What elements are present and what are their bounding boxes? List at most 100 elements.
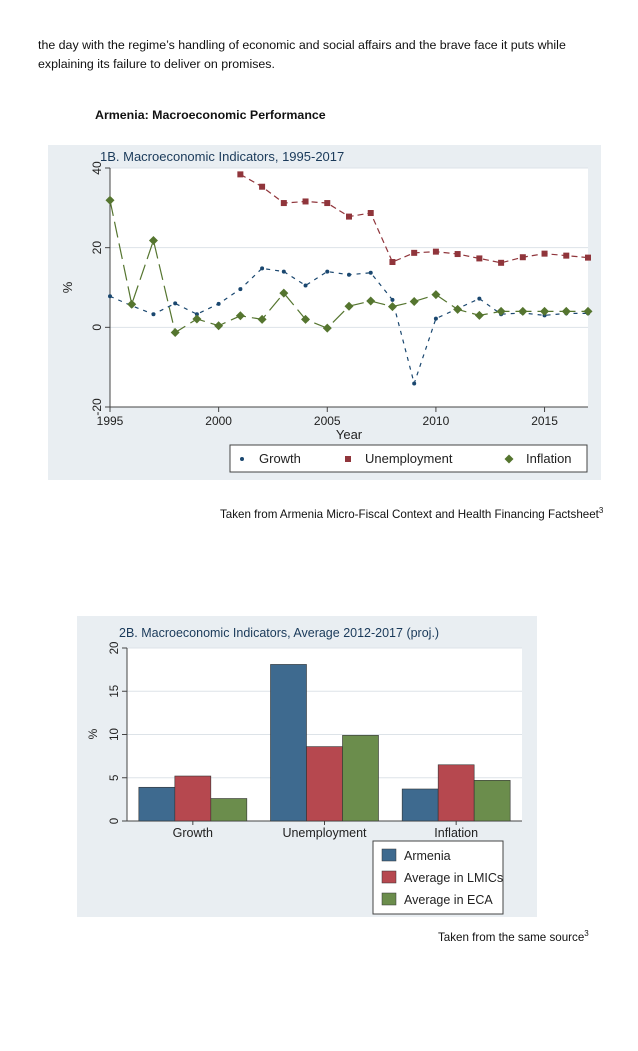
point-growth-2006 — [347, 272, 351, 277]
chart2-category-label-0: Growth — [173, 826, 213, 840]
point-unemployment-2005 — [324, 200, 331, 207]
chart2-ytick-label-2: 10 — [109, 728, 121, 741]
chart1-legend-label-inflation: Inflation — [526, 451, 572, 466]
chart1-ytick-label-2: 20 — [90, 241, 104, 255]
chart1-caption-text: Taken from Armenia Micro-Fiscal Context … — [220, 508, 599, 521]
point-unemployment-2016 — [563, 252, 570, 259]
point-inflation-1997 — [148, 235, 158, 245]
point-unemployment-2013 — [498, 259, 505, 266]
chart1-plot-area — [110, 168, 588, 407]
point-inflation-2011 — [453, 304, 463, 314]
chart2-y-axis-label: % — [86, 728, 100, 739]
point-unemployment-2011 — [454, 251, 461, 258]
bar-inflation-armenia — [401, 788, 439, 822]
point-unemployment-2004 — [302, 198, 309, 205]
point-unemployment-2009 — [411, 249, 418, 256]
chart1-xtick-label-4: 2015 — [531, 414, 558, 428]
point-unemployment-2008 — [389, 259, 396, 266]
point-inflation-1999 — [192, 314, 202, 324]
point-inflation-2012 — [474, 310, 484, 320]
point-inflation-2001 — [235, 311, 245, 321]
point-growth-2004 — [303, 283, 308, 288]
chart1-caption: Taken from Armenia Micro-Fiscal Context … — [220, 506, 604, 521]
point-growth-1998 — [173, 301, 178, 306]
chart1-xtick-label-3: 2010 — [423, 414, 450, 428]
point-growth-2002 — [260, 266, 265, 271]
point-growth-2008 — [390, 297, 395, 302]
chart2-legend-label-average-in-eca: Average in ECA — [404, 893, 493, 907]
bar-unemployment-average-in-eca — [342, 735, 379, 822]
chart1-y-axis-label: % — [60, 281, 75, 293]
point-growth-2003 — [281, 269, 286, 274]
chart2-caption: Taken from the same source3 — [438, 929, 589, 944]
point-inflation-2016 — [561, 306, 571, 316]
chart2-category-label-2: Inflation — [434, 826, 478, 840]
body-paragraph: the day with the regime’s handling of ec… — [38, 38, 566, 71]
point-growth-2005 — [325, 269, 330, 274]
point-inflation-2014 — [518, 306, 528, 316]
section-heading: Armenia: Macroeconomic Performance — [95, 108, 326, 122]
chart1-legend-marker-inflation — [504, 454, 514, 464]
point-growth-1997 — [151, 312, 156, 317]
point-inflation-1996 — [127, 299, 137, 309]
bar-unemployment-armenia — [270, 664, 307, 822]
point-growth-2000 — [216, 301, 221, 306]
point-unemployment-2001 — [237, 171, 244, 178]
bar-unemployment-average-in-lmics — [306, 746, 343, 822]
chart1-ytick-label-3: 40 — [90, 161, 104, 175]
chart1-legend-marker-unemployment — [345, 456, 351, 462]
point-growth-2009 — [412, 381, 417, 386]
point-growth-2012 — [477, 296, 482, 301]
chart2-ytick-label-1: 5 — [109, 775, 121, 781]
bar-chart-container: 2B. Macroeconomic Indicators, Average 20… — [77, 616, 537, 917]
point-inflation-1998 — [170, 328, 180, 338]
chart2-ytick-label-3: 15 — [109, 685, 121, 698]
point-inflation-2010 — [431, 290, 441, 300]
point-unemployment-2002 — [259, 183, 266, 190]
point-growth-2010 — [433, 316, 438, 321]
chart1-ytick-label-0: -20 — [90, 398, 104, 416]
point-inflation-2013 — [496, 306, 506, 316]
point-unemployment-2015 — [541, 250, 548, 257]
chart2-legend-swatch-armenia — [381, 848, 397, 862]
point-inflation-2004 — [301, 314, 311, 324]
point-inflation-2009 — [409, 296, 419, 306]
point-unemployment-2006 — [346, 213, 352, 220]
bar-inflation-average-in-eca — [473, 780, 511, 822]
chart1-legend-label-unemployment: Unemployment — [365, 451, 453, 466]
point-unemployment-2014 — [519, 254, 526, 261]
chart1-legend-marker-growth — [240, 457, 244, 461]
point-unemployment-2010 — [432, 248, 439, 255]
point-unemployment-2017 — [585, 254, 591, 261]
point-inflation-2007 — [366, 296, 376, 306]
point-unemployment-2012 — [476, 255, 483, 262]
bar-chart: 2B. Macroeconomic Indicators, Average 20… — [86, 626, 522, 915]
chart1-x-axis-label: Year — [336, 427, 363, 442]
point-unemployment-2007 — [367, 210, 374, 217]
chart1-ytick-label-1: 0 — [90, 324, 104, 331]
chart2-legend-label-armenia: Armenia — [404, 849, 451, 863]
chart1-xtick-label-1: 2000 — [205, 414, 232, 428]
line-chart-container: 1B. Macroeconomic Indicators, 1995-2017 -… — [48, 145, 601, 480]
point-growth-1999 — [194, 312, 199, 317]
chart2-ytick-label-4: 20 — [109, 642, 121, 655]
point-inflation-2000 — [214, 321, 224, 331]
chart2-legend-swatch-average-in-lmics — [381, 870, 397, 884]
line-chart: 1B. Macroeconomic Indicators, 1995-2017 -… — [60, 149, 593, 473]
chart2-legend-label-average-in-lmics: Average in LMICs — [404, 871, 503, 885]
chart1-title: 1B. Macroeconomic Indicators, 1995-2017 — [100, 149, 344, 164]
point-growth-2001 — [238, 287, 243, 292]
point-inflation-2008 — [387, 302, 397, 312]
chart1-caption-footnote: 3 — [598, 506, 604, 516]
point-unemployment-2003 — [280, 200, 287, 207]
point-inflation-1995 — [105, 195, 115, 205]
chart2-caption-text: Taken from the same source — [438, 931, 585, 944]
chart1-legend — [229, 444, 588, 473]
chart2-legend-swatch-average-in-eca — [381, 892, 397, 906]
chart2-caption-footnote: 3 — [584, 929, 589, 939]
point-growth-1995 — [108, 294, 112, 299]
chart1-xtick-label-2: 2005 — [314, 414, 341, 428]
chart2-title: 2B. Macroeconomic Indicators, Average 20… — [119, 626, 439, 640]
point-inflation-2006 — [344, 301, 354, 311]
bar-inflation-average-in-lmics — [437, 764, 475, 822]
